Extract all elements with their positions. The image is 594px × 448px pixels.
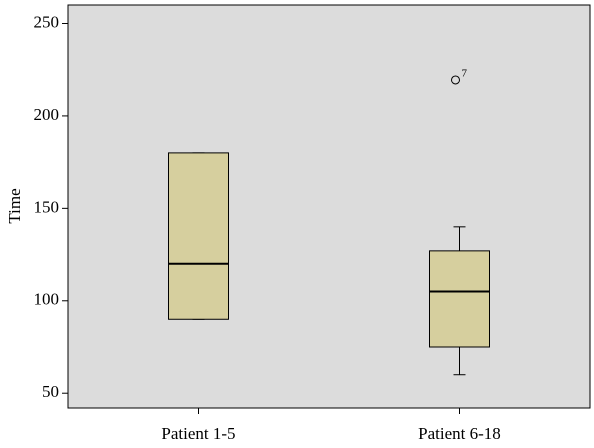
box (168, 152, 229, 320)
x-tick-label: Patient 1-5 (161, 424, 235, 443)
outlier-label: 7 (462, 67, 468, 79)
y-tick-label: 50 (42, 382, 59, 401)
y-axis-label: Time (5, 188, 24, 223)
y-tick-label: 150 (34, 197, 60, 216)
plot-area (67, 4, 591, 409)
x-tick-label: Patient 6-18 (418, 424, 501, 443)
box (429, 250, 490, 348)
y-tick-label: 200 (34, 105, 60, 124)
y-tick-label: 100 (34, 290, 60, 309)
y-tick-label: 250 (34, 12, 60, 31)
outlier (451, 75, 460, 85)
